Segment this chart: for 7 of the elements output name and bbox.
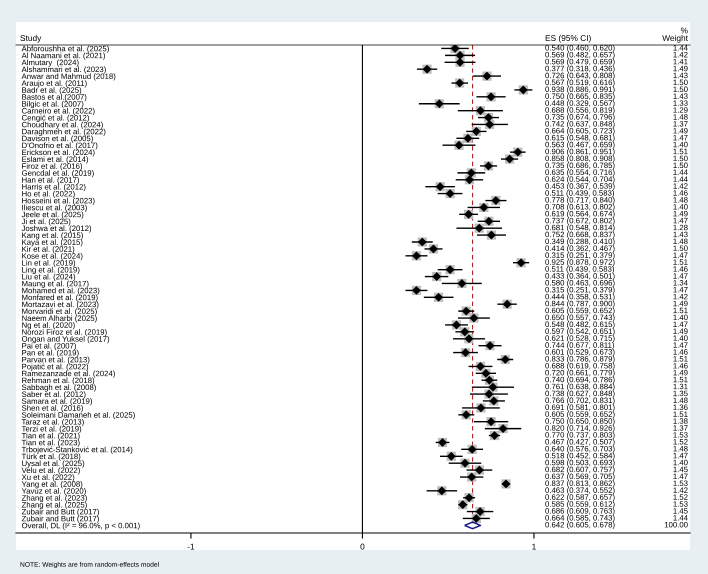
text: Weight	[662, 34, 688, 43]
x-tick-label: -1	[188, 544, 194, 550]
text: %	[680, 28, 688, 34]
text: ES (95% CI)	[546, 34, 591, 43]
y-axis-title: Study	[20, 34, 42, 43]
x-tick-label: 0	[360, 544, 364, 550]
x-tick-label: 1	[532, 544, 536, 550]
